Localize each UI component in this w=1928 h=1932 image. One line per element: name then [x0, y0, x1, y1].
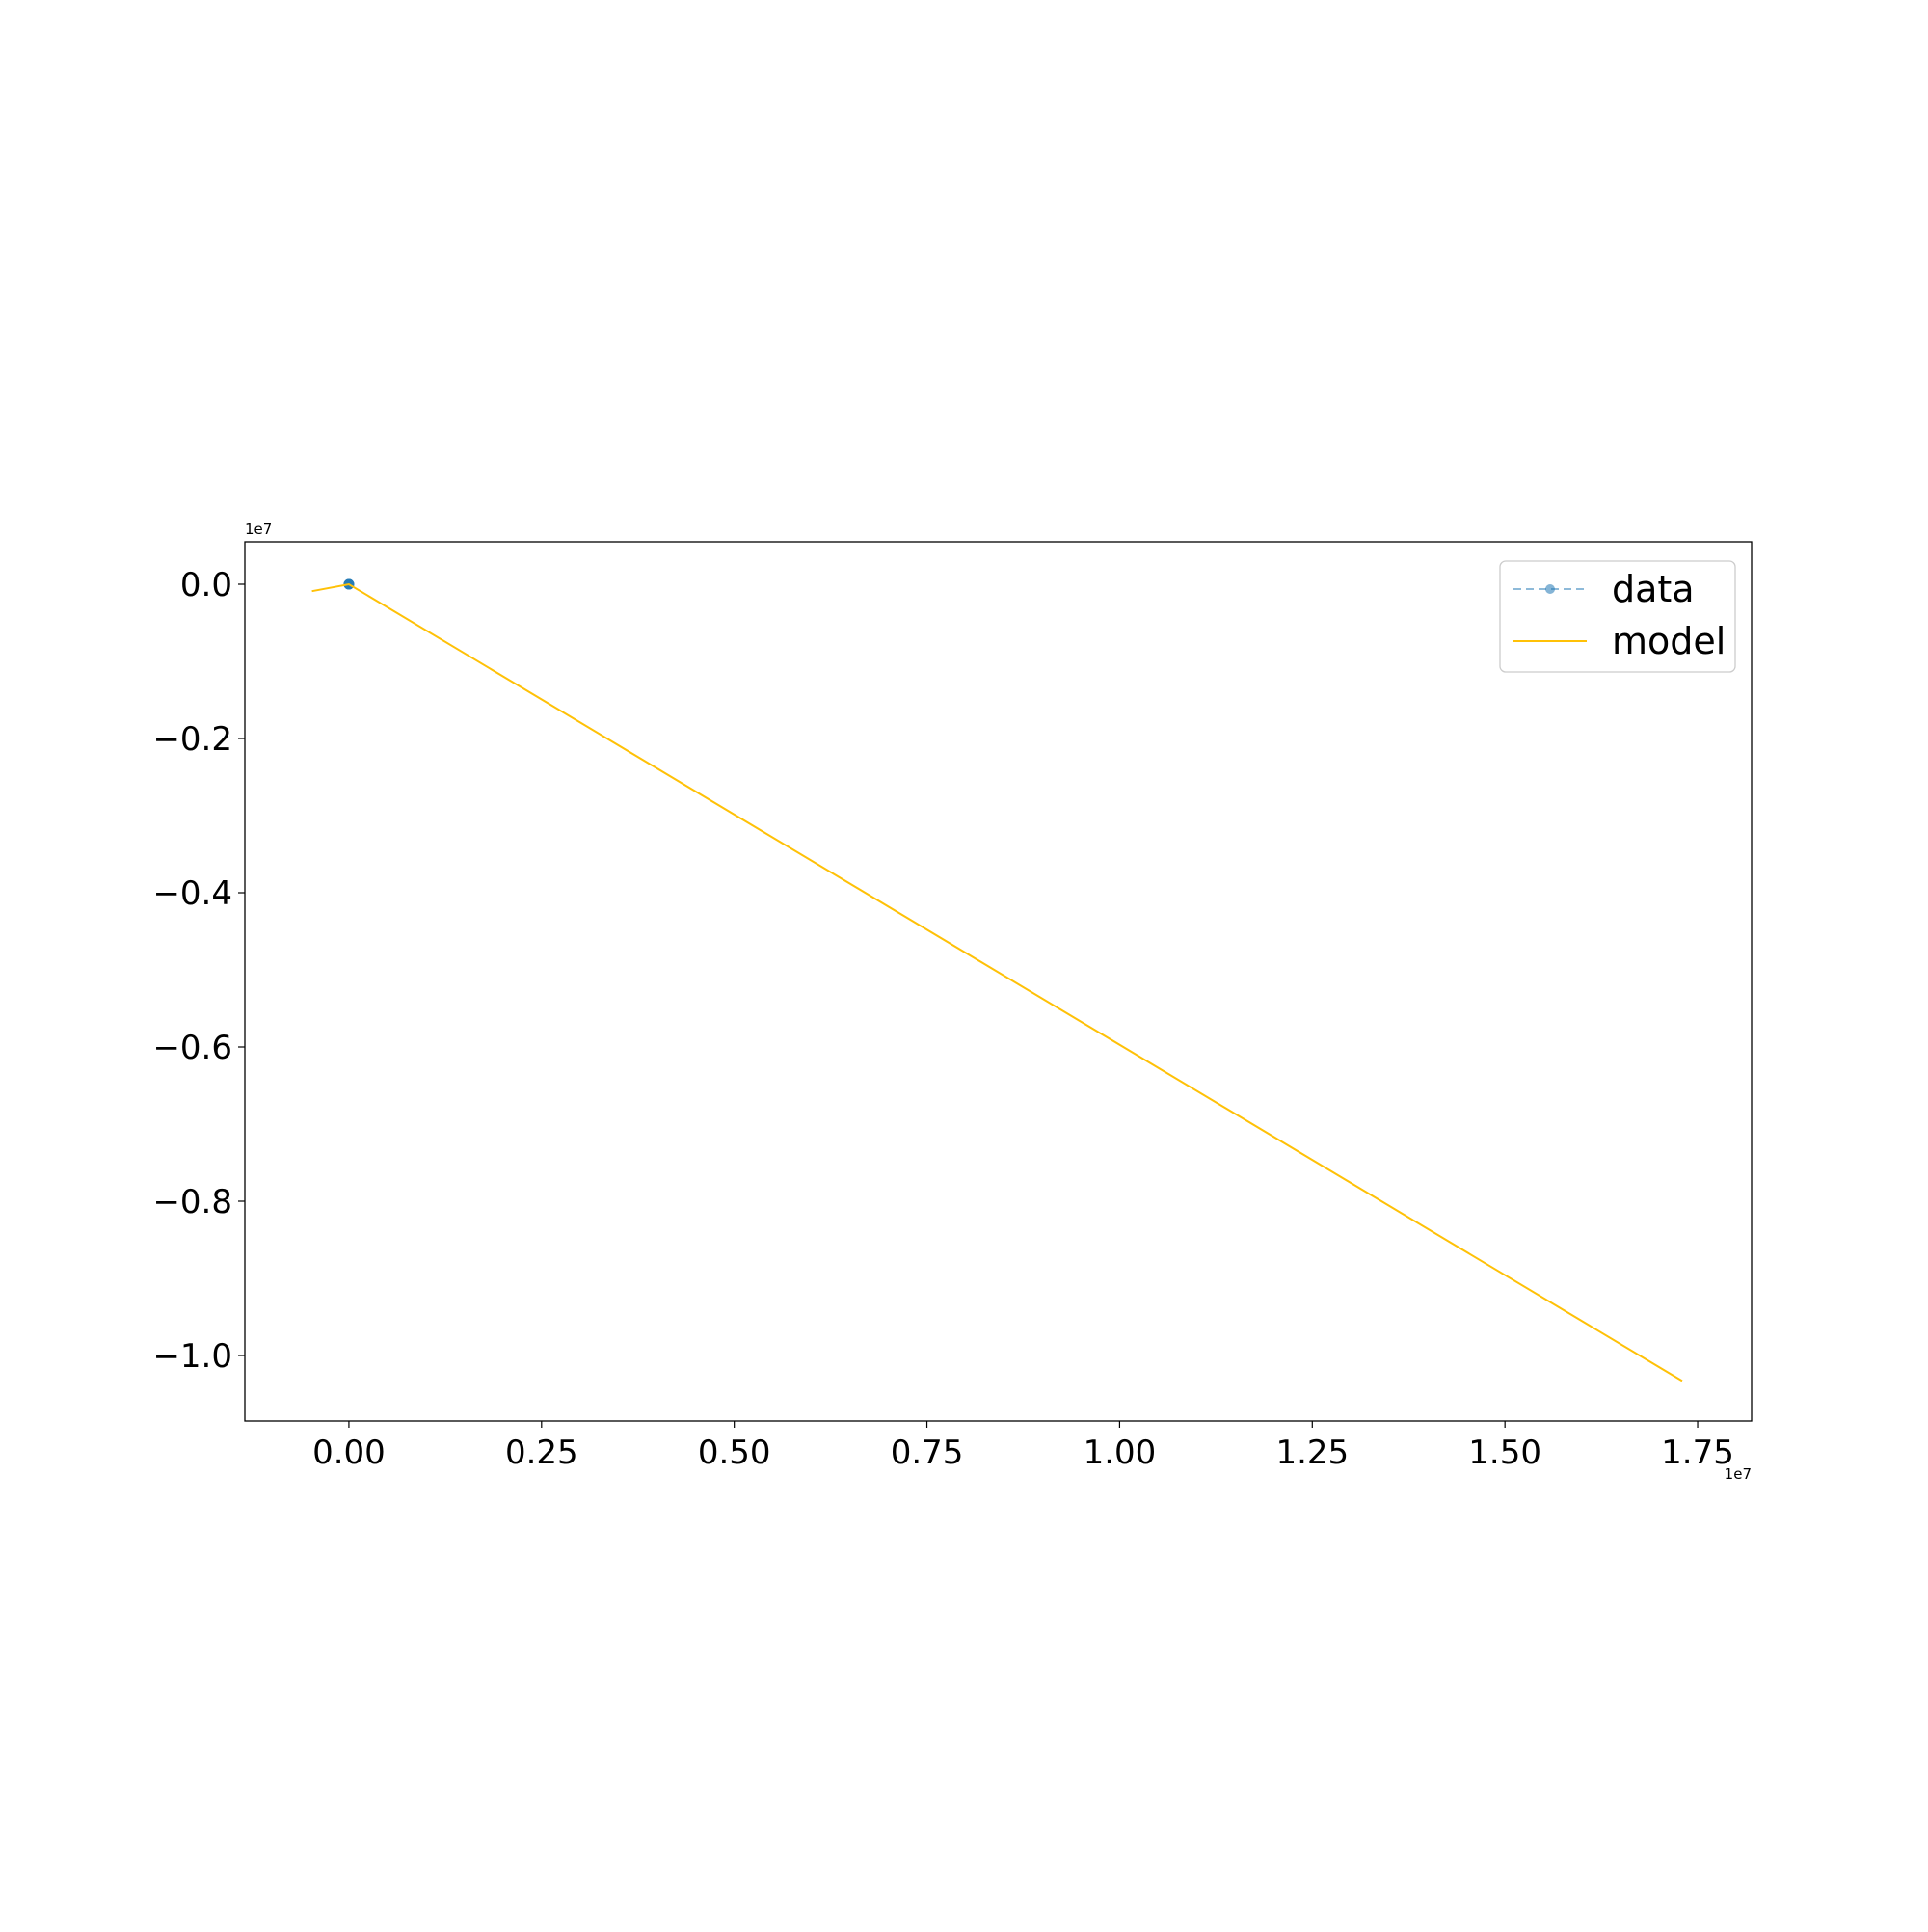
x-tick-label: 0.50 [698, 1434, 771, 1472]
legend-label-model: model [1612, 620, 1726, 662]
x-axis-offset-label: 1e7 [1725, 1465, 1752, 1483]
y-tick-label: −0.4 [152, 874, 232, 913]
x-tick-label: 1.25 [1275, 1434, 1349, 1472]
y-tick-label: −0.8 [152, 1183, 232, 1221]
x-tick-label: 1.50 [1468, 1434, 1541, 1472]
y-tick-label: −0.6 [152, 1029, 232, 1067]
legend-label-data: data [1612, 568, 1695, 610]
x-tick-label: 0.75 [891, 1434, 964, 1472]
y-tick-label: −0.2 [152, 720, 232, 759]
x-tick-label: 0.00 [312, 1434, 386, 1472]
x-tick-label: 0.25 [505, 1434, 578, 1472]
model-series-line [311, 582, 1683, 1382]
x-tick-label: 1.00 [1084, 1434, 1157, 1472]
legend-data-marker [1545, 584, 1555, 594]
plot-frame [244, 541, 1753, 1422]
legend: data model [1499, 560, 1736, 673]
y-tick-label: 0.0 [180, 566, 232, 604]
y-axis-offset-label: 1e7 [245, 521, 272, 538]
y-tick-label: −1.0 [152, 1337, 232, 1376]
x-tick-label: 1.75 [1661, 1434, 1734, 1472]
